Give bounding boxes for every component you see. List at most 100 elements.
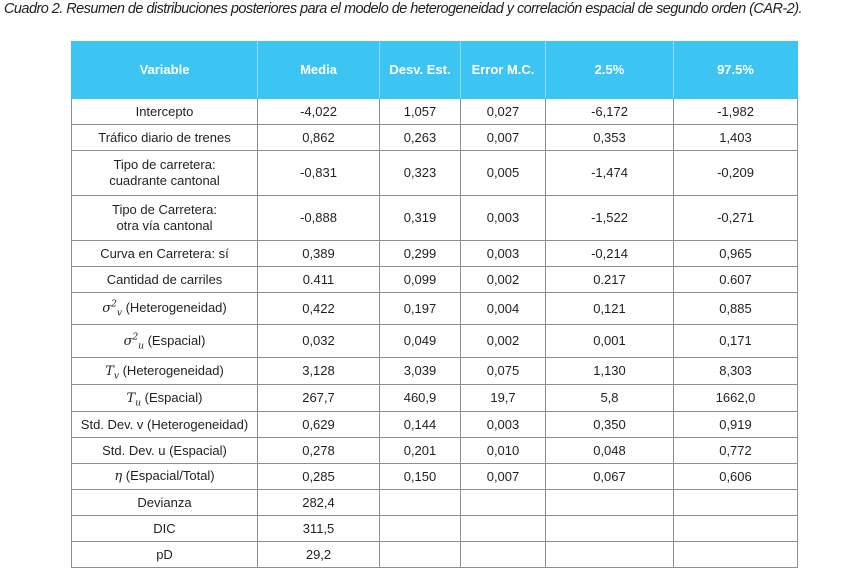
media-cell: 3,128 bbox=[257, 357, 380, 385]
p975-cell: -0,209 bbox=[673, 150, 798, 196]
table-row: σ2u (Espacial) 0,032 0,049 0,002 0,001 0… bbox=[71, 324, 798, 358]
header-error-mc: Error M.C. bbox=[460, 41, 546, 99]
media-cell: 0.411 bbox=[257, 266, 380, 293]
variable-cell: DIC bbox=[71, 515, 258, 542]
p025-cell: 0,350 bbox=[545, 411, 674, 438]
desv-cell: 0,263 bbox=[379, 124, 461, 151]
p975-cell: 0,606 bbox=[673, 463, 798, 490]
table-row: Curva en Carretera: sí 0,389 0,299 0,003… bbox=[71, 240, 798, 267]
media-cell: 282,4 bbox=[257, 489, 380, 516]
media-cell: -4,022 bbox=[257, 98, 380, 125]
p975-cell: 0,965 bbox=[673, 240, 798, 267]
variable-line-2: otra vía cantonal bbox=[116, 218, 213, 233]
table-row: Std. Dev. u (Espacial) 0,278 0,201 0,010… bbox=[71, 437, 798, 464]
p025-cell: 0,353 bbox=[545, 124, 674, 151]
variable-cell: Cantidad de carriles bbox=[71, 266, 258, 293]
posterior-summary-table: Variable Media Desv. Est. Error M.C. 2.5… bbox=[71, 41, 798, 568]
p025-cell: -0,214 bbox=[545, 240, 674, 267]
p025-cell: 0,048 bbox=[545, 437, 674, 464]
desv-cell: 0,049 bbox=[379, 324, 461, 358]
p975-cell: 1662,0 bbox=[673, 384, 798, 412]
media-cell: 0,032 bbox=[257, 324, 380, 358]
desv-cell: 0,319 bbox=[379, 195, 461, 241]
desv-cell: 0,150 bbox=[379, 463, 461, 490]
table-row: Devianza 282,4 bbox=[71, 489, 798, 516]
header-p975: 97.5% bbox=[673, 41, 798, 99]
media-cell: 0,629 bbox=[257, 411, 380, 438]
header-row: Variable Media Desv. Est. Error M.C. 2.5… bbox=[71, 41, 798, 99]
sigma-symbol: σ2u bbox=[123, 332, 144, 352]
media-cell: 0,389 bbox=[257, 240, 380, 267]
variable-label: (Heterogeneidad) bbox=[121, 300, 227, 315]
p975-cell: 0,885 bbox=[673, 292, 798, 325]
variable-cell: Tu (Espacial) bbox=[71, 384, 258, 412]
desv-cell: 0,144 bbox=[379, 411, 461, 438]
media-cell: -0,888 bbox=[257, 195, 380, 241]
variable-cell: σ2v (Heterogeneidad) bbox=[71, 292, 258, 325]
variable-cell: Tv (Heterogeneidad) bbox=[71, 357, 258, 385]
header-desv-est: Desv. Est. bbox=[379, 41, 461, 99]
p025-cell bbox=[545, 515, 674, 542]
variable-cell: Intercepto bbox=[71, 98, 258, 125]
media-cell: -0,831 bbox=[257, 150, 380, 196]
error-cell bbox=[460, 515, 546, 542]
variable-cell: Tráfico diario de trenes bbox=[71, 124, 258, 151]
desv-cell: 3,039 bbox=[379, 357, 461, 385]
media-cell: 267,7 bbox=[257, 384, 380, 412]
error-cell: 0,002 bbox=[460, 266, 546, 293]
sigma-symbol: σ2v bbox=[102, 299, 122, 319]
desv-cell: 0,299 bbox=[379, 240, 461, 267]
p975-cell: 0,919 bbox=[673, 411, 798, 438]
desv-cell bbox=[379, 541, 461, 568]
error-cell: 0,010 bbox=[460, 437, 546, 464]
p975-cell bbox=[673, 489, 798, 516]
header-variable: Variable bbox=[71, 41, 258, 99]
p975-cell bbox=[673, 541, 798, 568]
error-cell: 19,7 bbox=[460, 384, 546, 412]
p025-cell: -6,172 bbox=[545, 98, 674, 125]
media-cell: 0,285 bbox=[257, 463, 380, 490]
desv-cell bbox=[379, 515, 461, 542]
variable-cell: σ2u (Espacial) bbox=[71, 324, 258, 358]
desv-cell bbox=[379, 489, 461, 516]
desv-cell: 1,057 bbox=[379, 98, 461, 125]
eta-symbol: η bbox=[114, 469, 123, 484]
header-media: Media bbox=[257, 41, 380, 99]
error-cell: 0,002 bbox=[460, 324, 546, 358]
error-cell bbox=[460, 541, 546, 568]
p975-cell: -0,271 bbox=[673, 195, 798, 241]
p975-cell: -1,982 bbox=[673, 98, 798, 125]
table-row: pD 29,2 bbox=[71, 541, 798, 568]
variable-line-1: Tipo de Carretera: bbox=[111, 202, 217, 217]
p025-cell: 0,067 bbox=[545, 463, 674, 490]
variable-label: (Espacial/Total) bbox=[122, 468, 215, 483]
table-row: Tipo de Carretera: otra vía cantonal -0,… bbox=[71, 195, 798, 241]
variable-cell: Tipo de Carretera: otra vía cantonal bbox=[71, 195, 258, 241]
error-cell: 0,027 bbox=[460, 98, 546, 125]
error-cell: 0,003 bbox=[460, 240, 546, 267]
p975-cell: 0.607 bbox=[673, 266, 798, 293]
media-cell: 0,422 bbox=[257, 292, 380, 325]
p025-cell: 0.217 bbox=[545, 266, 674, 293]
error-cell: 0,007 bbox=[460, 463, 546, 490]
desv-cell: 0,323 bbox=[379, 150, 461, 196]
table-row: Std. Dev. v (Heterogeneidad) 0,629 0,144… bbox=[71, 411, 798, 438]
error-cell: 0,007 bbox=[460, 124, 546, 151]
error-cell: 0,003 bbox=[460, 195, 546, 241]
media-cell: 0,278 bbox=[257, 437, 380, 464]
p975-cell: 1,403 bbox=[673, 124, 798, 151]
variable-cell: pD bbox=[71, 541, 258, 568]
table-row: σ2v (Heterogeneidad) 0,422 0,197 0,004 0… bbox=[71, 292, 798, 325]
variable-cell: Std. Dev. v (Heterogeneidad) bbox=[71, 411, 258, 438]
desv-cell: 0,099 bbox=[379, 266, 461, 293]
variable-cell: Tipo de carretera: cuadrante cantonal bbox=[71, 150, 258, 196]
error-cell: 0,004 bbox=[460, 292, 546, 325]
tau-symbol: Tv bbox=[105, 363, 119, 382]
p975-cell bbox=[673, 515, 798, 542]
p025-cell bbox=[545, 489, 674, 516]
header-p025: 2.5% bbox=[545, 41, 674, 99]
table-row: Tráfico diario de trenes 0,862 0,263 0,0… bbox=[71, 124, 798, 151]
error-cell: 0,075 bbox=[460, 357, 546, 385]
variable-cell: Devianza bbox=[71, 489, 258, 516]
variable-label: (Espacial) bbox=[143, 332, 206, 348]
